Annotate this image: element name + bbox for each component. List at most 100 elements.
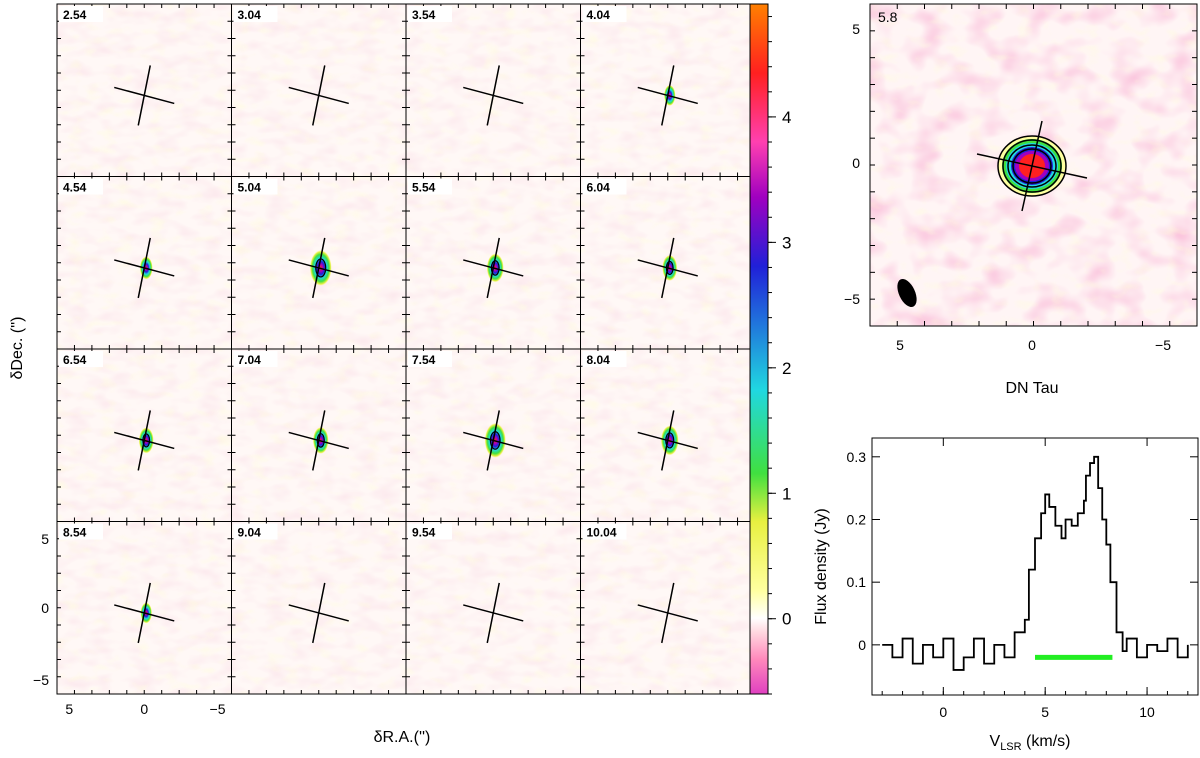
channel-panel: 4.54	[56, 176, 232, 350]
cross-minor-axis	[486, 410, 500, 471]
colorbar: 0 1 2 3 4	[749, 3, 791, 695]
spectrum-xlabel: VLSR (km/s)	[990, 733, 1071, 753]
y-tick-label: 0	[852, 155, 860, 171]
beam-ellipse	[897, 278, 917, 308]
cross-minor-axis	[486, 237, 500, 299]
channel-velocity-label: 7.04	[238, 353, 262, 367]
y-tick-label: 0.3	[847, 449, 867, 465]
spectrum-ylabel: Flux density (Jy)	[813, 508, 830, 624]
channel-panel: 9.04	[231, 521, 407, 695]
noise-pattern	[57, 4, 232, 177]
x-tick-label: 0	[140, 701, 148, 717]
channel-panel: 8.04	[580, 348, 756, 522]
cross-minor-axis	[486, 582, 500, 644]
cross-minor-axis	[312, 65, 326, 126]
channel-label-bg	[59, 523, 103, 540]
colorbar-tick-label: 4	[782, 108, 791, 127]
contour	[1012, 148, 1052, 184]
channel-label-bg	[582, 351, 627, 367]
channel-panel: 10.04	[580, 521, 756, 695]
cross-minor-axis	[661, 237, 675, 299]
channel-velocity-label: 3.54	[412, 8, 436, 22]
contour	[1007, 144, 1057, 188]
cross-minor-axis	[312, 237, 326, 299]
y-tick-label: 0.1	[847, 574, 867, 590]
channel-label-bg	[582, 523, 627, 540]
channel-panel: 5.54	[405, 176, 581, 350]
y-tick-label: −5	[33, 672, 49, 688]
channel-panel: 9.54	[405, 521, 581, 695]
moment-map-panel: 5.8 5 0 −5 5 0 −5	[844, 3, 1198, 353]
cross-minor-axis	[661, 410, 675, 471]
spectrum-panel: 0 5 10 0 0.1 0.2 0.3 Flux density (Jy) VLSR (km/…	[813, 437, 1199, 753]
cross-minor-axis	[137, 582, 151, 644]
channel-panel: 6.04	[580, 176, 756, 350]
channel-label-bg	[233, 351, 278, 367]
y-tick-label: 5	[852, 21, 860, 37]
channel-label-bg	[408, 523, 452, 540]
channel-panel: 6.54	[56, 348, 232, 522]
cross-minor-axis	[661, 65, 675, 126]
cross-minor-axis	[1021, 120, 1043, 212]
channel-map-grid: 2.54 3.04 3.54 4.04 4.54 5.04 5.54 6.04 6.54 7.04…	[33, 3, 756, 717]
x-tick-label: 5	[1041, 704, 1049, 720]
channel-label-bg	[233, 523, 278, 540]
x-tick-label: 0	[1028, 337, 1036, 353]
channel-velocity-label: 6.54	[63, 353, 87, 367]
cross-minor-axis	[137, 237, 151, 299]
channel-label-bg	[59, 351, 103, 367]
channel-panel: 3.04	[231, 3, 407, 177]
source-name: DN Tau	[1005, 380, 1058, 397]
channel-velocity-label: 3.04	[238, 8, 262, 22]
channel-velocity-label: 6.04	[587, 181, 611, 195]
colorbar-ticks: 0 1 2 3 4	[768, 16, 791, 695]
cross-minor-axis	[137, 410, 151, 471]
channel-panel: 7.54	[405, 348, 581, 522]
channel-panel: 3.54	[405, 3, 581, 177]
channel-velocity-label: 8.04	[587, 353, 611, 367]
channel-ylabel: δDec. ('')	[9, 316, 26, 379]
channel-velocity-label: 9.54	[412, 526, 436, 540]
cross-minor-axis	[312, 410, 326, 471]
y-tick-label: 0	[858, 637, 866, 653]
channel-label-bg	[582, 6, 627, 22]
cross-minor-axis	[486, 65, 500, 126]
channel-velocity-label: 2.54	[63, 8, 87, 22]
channel-label-bg	[59, 178, 103, 195]
noise-pattern	[406, 4, 581, 177]
noise-pattern	[231, 521, 406, 694]
y-tick-label: 0.2	[847, 511, 867, 527]
cross-minor-axis	[661, 582, 675, 644]
colorbar-tick-label: 3	[782, 233, 791, 252]
channel-xlabel: δR.A.('')	[374, 729, 431, 746]
cross-minor-axis	[312, 582, 326, 644]
x-tick-label: 0	[939, 704, 947, 720]
channel-panel: 8.54	[56, 521, 232, 695]
channel-velocity-label: 5.04	[238, 181, 262, 195]
channel-velocity-label: 4.04	[587, 8, 611, 22]
contour	[997, 135, 1067, 197]
colorbar-gradient	[749, 3, 769, 695]
contour	[1002, 139, 1062, 193]
channel-panel: 2.54	[56, 3, 232, 177]
channel-label-bg	[408, 178, 452, 195]
channel-label-bg	[582, 178, 627, 195]
y-tick-label: 5	[41, 531, 49, 547]
x-tick-label: −5	[1155, 337, 1171, 353]
channel-velocity-label: 7.54	[412, 353, 436, 367]
channel-label-bg	[59, 6, 103, 22]
colorbar-tick-label: 1	[782, 484, 791, 503]
channel-label-bg	[408, 351, 452, 367]
velocity-label: 5.8	[878, 9, 898, 25]
colorbar-tick-label: 0	[782, 610, 791, 629]
channel-panel: 7.04	[231, 348, 407, 522]
channel-label-bg	[233, 6, 278, 22]
y-tick-label: −5	[844, 291, 860, 307]
x-tick-label: 5	[896, 337, 904, 353]
spectrum-line	[882, 455, 1189, 671]
x-tick-label: −5	[210, 701, 226, 717]
noise-pattern	[580, 521, 755, 694]
x-tick-label: 10	[1139, 704, 1155, 720]
x-tick-label: 5	[65, 701, 73, 717]
